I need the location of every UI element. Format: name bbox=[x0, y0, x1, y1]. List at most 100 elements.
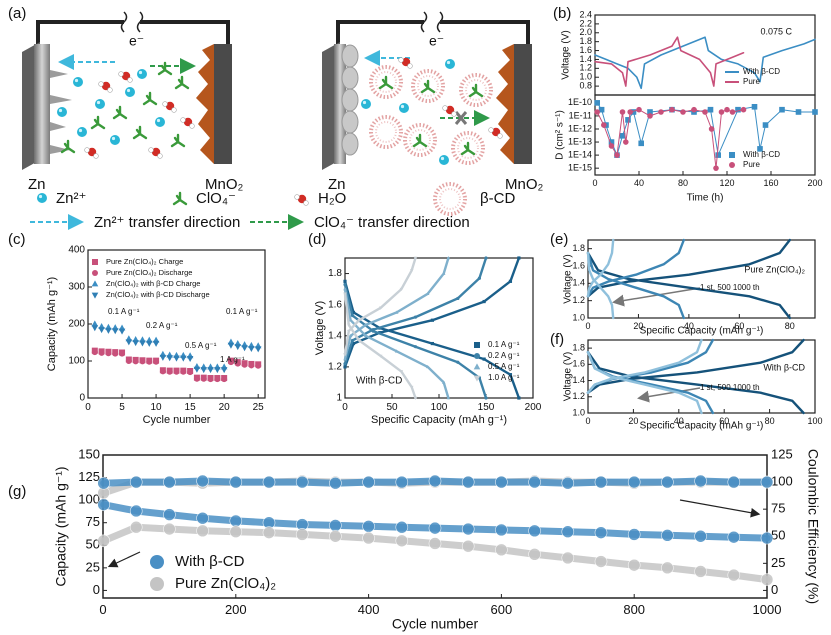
y-axis-title: D (cm² s⁻¹) bbox=[555, 110, 566, 160]
data-point bbox=[627, 528, 641, 541]
data-point bbox=[495, 523, 508, 537]
data-point bbox=[735, 106, 741, 113]
panel-label: (f) bbox=[550, 331, 564, 348]
data-point bbox=[132, 340, 139, 347]
x-tick-label: 60 bbox=[719, 416, 729, 426]
particle-icon bbox=[294, 194, 309, 206]
particle-icon bbox=[125, 87, 135, 97]
y-tick-label: 1.2 bbox=[328, 362, 342, 373]
data-point bbox=[708, 126, 715, 132]
data-point bbox=[446, 256, 451, 260]
data-point bbox=[812, 109, 818, 115]
x-tick-label: 80 bbox=[678, 178, 688, 188]
data-point bbox=[395, 534, 409, 548]
y-tick-label: 1.6 bbox=[328, 299, 342, 310]
data-point bbox=[680, 109, 686, 115]
data-point bbox=[196, 474, 209, 488]
particle-icon bbox=[110, 135, 120, 145]
x-tick-label: 10 bbox=[151, 402, 163, 413]
y-tick-label: 1.8 bbox=[572, 342, 585, 352]
data-point bbox=[229, 525, 243, 539]
data-point bbox=[395, 520, 409, 534]
data-point bbox=[627, 109, 633, 115]
y-tick-label: 125 bbox=[78, 469, 100, 484]
annotation: 0.5 A g⁻¹ bbox=[185, 341, 217, 350]
data-point bbox=[399, 370, 404, 374]
data-point bbox=[740, 106, 747, 113]
data-point bbox=[517, 256, 521, 260]
data-point bbox=[241, 345, 248, 352]
diagram-shape bbox=[341, 44, 359, 156]
data-point bbox=[517, 396, 521, 400]
particle-icon bbox=[112, 105, 128, 120]
data-point bbox=[594, 555, 608, 568]
x-tick-label: 40 bbox=[634, 178, 644, 188]
data-point bbox=[329, 529, 342, 543]
x-tick-label: 0 bbox=[592, 178, 597, 188]
data-point bbox=[378, 306, 383, 310]
x-axis-title: Cycle number bbox=[143, 414, 211, 426]
data-point bbox=[598, 106, 605, 113]
data-point bbox=[694, 529, 707, 543]
particle-icon bbox=[399, 103, 409, 113]
data-point bbox=[343, 362, 347, 366]
legend-label: Pure Zn(ClO₄)₂ bbox=[175, 575, 276, 592]
data-point bbox=[180, 368, 187, 375]
data-point bbox=[200, 375, 207, 382]
data-point bbox=[413, 256, 418, 260]
data-point bbox=[111, 328, 119, 335]
plot-frame bbox=[587, 239, 816, 319]
data-point bbox=[482, 357, 486, 361]
y-axis-title: Voltage (V) bbox=[314, 301, 326, 355]
legend-marker bbox=[92, 270, 98, 276]
particle-icon bbox=[361, 99, 371, 109]
data-point bbox=[255, 362, 262, 369]
y-tick-label: 1 bbox=[336, 393, 342, 404]
particle-icon bbox=[37, 193, 47, 203]
data-point bbox=[715, 152, 721, 158]
y-tick-label: 1.2 bbox=[579, 63, 592, 73]
data-point bbox=[166, 368, 173, 375]
diagram-label: Zn bbox=[28, 176, 46, 193]
plot-frame bbox=[594, 94, 816, 176]
y-tick-label: 75 bbox=[86, 514, 100, 529]
y-tick-label: 1.4 bbox=[579, 54, 592, 64]
data-point bbox=[371, 329, 375, 333]
data-point bbox=[702, 109, 708, 115]
x-tick-label: 120 bbox=[719, 178, 734, 188]
annotation: 0.075 C bbox=[760, 26, 792, 36]
data-point bbox=[461, 539, 475, 553]
data-point bbox=[343, 357, 347, 361]
legend-marker bbox=[729, 152, 735, 158]
data-point bbox=[727, 530, 741, 544]
legend-marker bbox=[473, 375, 481, 382]
data-point bbox=[694, 474, 707, 488]
y-tick-label: 1.6 bbox=[572, 260, 585, 270]
particle-icon bbox=[172, 191, 188, 206]
y-tick-label: 25 bbox=[86, 559, 100, 574]
x-tick-label: 0 bbox=[99, 602, 106, 617]
data-point bbox=[795, 109, 802, 115]
diagram-label: H₂O bbox=[318, 190, 346, 207]
diagram-shape bbox=[120, 11, 144, 33]
data-point bbox=[362, 475, 375, 489]
data-point bbox=[428, 537, 442, 550]
data-point bbox=[343, 365, 347, 369]
annotation: With β-CD bbox=[763, 362, 805, 372]
y-tick-label: 2.4 bbox=[579, 9, 592, 19]
data-point bbox=[227, 342, 235, 349]
data-point bbox=[152, 340, 160, 347]
data-point bbox=[441, 271, 446, 275]
legend-marker bbox=[473, 363, 481, 370]
diagram-shape bbox=[107, 551, 141, 568]
data-point bbox=[159, 354, 167, 361]
data-point bbox=[363, 333, 368, 338]
data-line bbox=[586, 238, 615, 320]
data-point bbox=[669, 106, 675, 113]
particle-icon bbox=[73, 77, 83, 87]
data-point bbox=[528, 475, 541, 489]
y-tick-label: 1E-14 bbox=[568, 149, 592, 159]
data-point bbox=[220, 367, 228, 374]
particle-icon bbox=[174, 75, 190, 90]
